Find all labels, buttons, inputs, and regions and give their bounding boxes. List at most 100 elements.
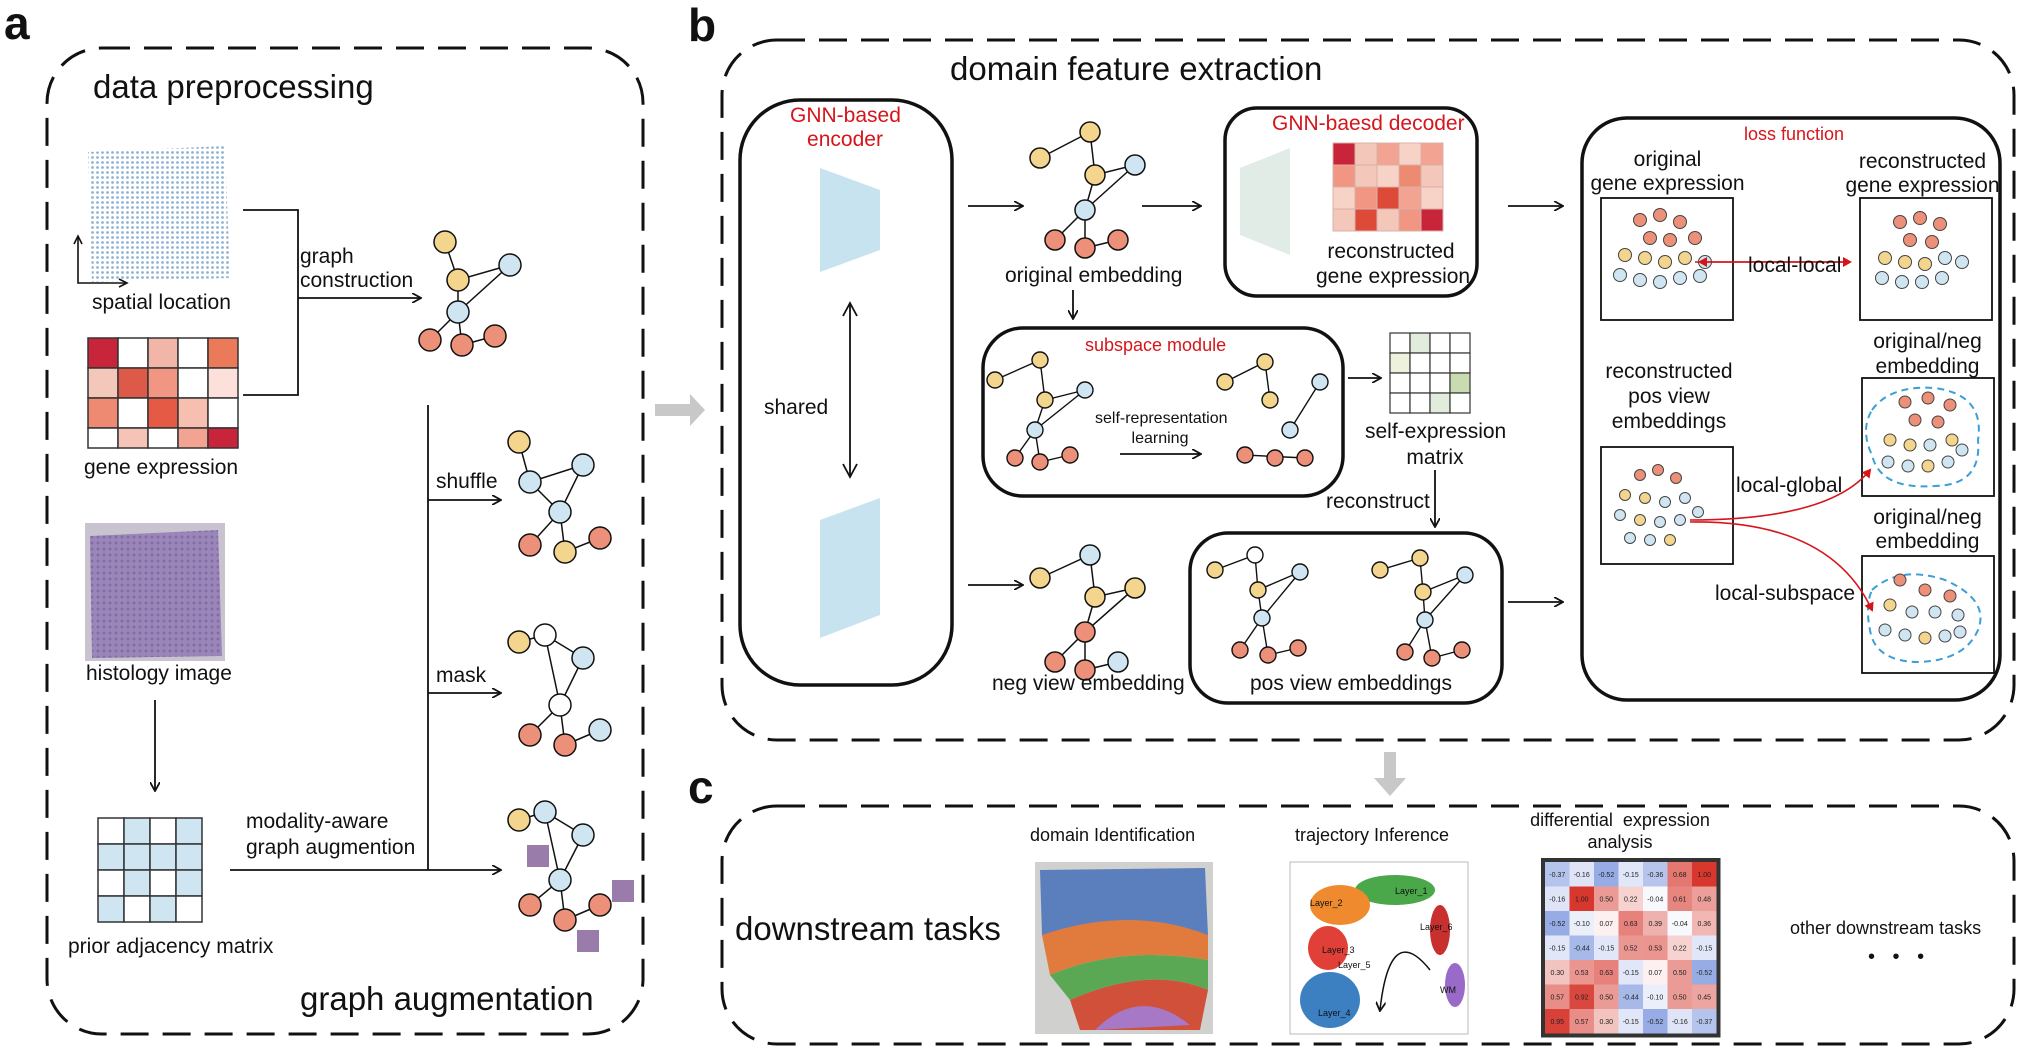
heatmap-cell (1569, 911, 1594, 936)
heatmap-cell-label: -0.16 (1549, 896, 1565, 903)
heatmap-cell-label: 0.50 (1599, 896, 1613, 903)
heatmap-cell (1545, 935, 1570, 960)
encoder-top-shape (820, 168, 880, 272)
heatmap-cell (1594, 862, 1619, 887)
subspace-output-graph (1216, 353, 1329, 467)
shuffle-label: shuffle (436, 470, 498, 493)
heatmap-cell-label: 1.00 (1697, 872, 1711, 879)
heatmap-cell-label: 0.95 (1550, 1019, 1564, 1026)
heatmap-cell-label: 0.61 (1673, 896, 1687, 903)
shared-arrow (842, 301, 858, 479)
mask-label: mask (436, 664, 487, 687)
heatmap-cell-label: 0.07 (1599, 921, 1613, 928)
reconstructed-gene-heatmap (1332, 142, 1444, 232)
loss-function-box (1580, 116, 2002, 702)
orig-neg-1-label-2: embedding (1875, 355, 1980, 378)
heatmap-cell-label: -0.44 (1574, 945, 1590, 952)
orig-neg-plot-2 (1861, 555, 1995, 674)
graph-construction-label-1: graph (300, 245, 354, 268)
pos-view-graph-2 (1371, 549, 1474, 667)
modality-augmented-graph (507, 800, 634, 952)
neg-view-label: neg view embedding (992, 672, 1185, 695)
loss-red-arrows (1689, 257, 1874, 612)
heatmap-cell (1569, 960, 1594, 985)
panel-b-border (720, 38, 2016, 742)
gene-expression-heatmap (87, 337, 239, 449)
heatmap-cell-label: -0.04 (1672, 921, 1688, 928)
heatmap-cell (1569, 935, 1594, 960)
heatmap-cell (1569, 984, 1594, 1009)
heatmap-cell (1618, 960, 1643, 985)
layer-label-1: Layer_1 (1395, 886, 1428, 896)
layer-label-4: Layer_4 (1318, 1008, 1351, 1018)
heatmap-cell-label: -0.15 (1623, 872, 1639, 879)
heatmap-cell (1594, 935, 1619, 960)
heatmap-cell-label: 1.00 (1575, 896, 1589, 903)
decoder-box (1223, 106, 1479, 298)
other-tasks-label: other downstream tasks (1790, 918, 1982, 938)
heatmap-cell-label: -0.52 (1598, 872, 1614, 879)
decoder-label: GNN-baesd decoder (1272, 112, 1465, 135)
heatmap-cell-label: -0.36 (1647, 872, 1663, 879)
heatmap-cell (1667, 935, 1692, 960)
heatmap-cell (1545, 984, 1570, 1009)
heatmap-cell (1692, 984, 1717, 1009)
heatmap-cell-label: 0.30 (1599, 1019, 1613, 1026)
heatmap-cell-label: -0.37 (1696, 1019, 1712, 1026)
heatmap-cell-label: 0.53 (1648, 945, 1662, 952)
heatmap-cell (1594, 960, 1619, 985)
constructed-graph (418, 230, 522, 357)
trajectory-inference-image (1289, 861, 1469, 1035)
masked-graph (507, 623, 612, 757)
domain-feature-extraction-title: domain feature extraction (950, 50, 1323, 87)
heatmap-cell-label: 0.50 (1599, 994, 1613, 1001)
original-embedding-graph (1029, 121, 1146, 259)
heatmap-cell (1692, 886, 1717, 911)
heatmap-cell-label: -0.44 (1623, 994, 1639, 1001)
spatial-location-image (73, 146, 230, 288)
panel-b-arrows (968, 206, 1562, 602)
diff-expr-label-2: analysis (1587, 832, 1653, 852)
domain-identification-label: domain Identification (1030, 825, 1196, 845)
orig-neg-1-label-1: original/neg (1873, 330, 1982, 353)
shared-label: shared (764, 396, 829, 419)
heatmap-cell-label: 0.30 (1550, 970, 1564, 977)
heatmap-cell-label: -0.15 (1623, 1019, 1639, 1026)
heatmap-cell-label: -0.04 (1647, 896, 1663, 903)
loss-orig-gene-label-1: original (1633, 148, 1702, 171)
loss-function-title: loss function (1744, 124, 1845, 144)
heatmap-cell (1692, 1009, 1717, 1034)
heatmap-cell (1569, 862, 1594, 887)
heatmap-cell-label: -0.16 (1672, 1019, 1688, 1026)
heatmap-cell-label: -0.52 (1549, 921, 1565, 928)
decoder-recon-label-2: gene expression (1316, 265, 1471, 288)
heatmap-cell (1692, 862, 1717, 887)
prior-adjacency-label: prior adjacency matrix (68, 935, 274, 958)
heatmap-cell (1545, 960, 1570, 985)
heatmap-cell (1618, 935, 1643, 960)
loss-orig-gene-label-2: gene expression (1590, 172, 1745, 195)
heatmap-cell-label: -0.37 (1549, 872, 1565, 879)
heatmap-cell (1569, 886, 1594, 911)
subspace-module-label: subspace module (1085, 335, 1227, 355)
heatmap-cell-label: 0.68 (1673, 872, 1687, 879)
local-subspace-label: local-subspace (1715, 582, 1856, 605)
heatmap-cell (1667, 960, 1692, 985)
layer-label-wm: WM (1440, 985, 1456, 995)
panel-a-letter: a (4, 0, 30, 49)
heatmap-cell-label: 0.57 (1575, 1019, 1589, 1026)
heatmap-cell-label: -0.15 (1549, 945, 1565, 952)
heatmap-cell (1594, 886, 1619, 911)
gray-arrow-a-to-b (655, 394, 705, 426)
data-preprocessing-title: data preprocessing (93, 68, 374, 105)
heatmap-cell (1692, 911, 1717, 936)
loss-recon-gene-label-1: reconstructed (1858, 150, 1987, 173)
pos-view-box (1188, 531, 1504, 705)
decoder-recon-label-1: reconstructed (1327, 240, 1455, 263)
heatmap-cell-label: 0.57 (1550, 994, 1564, 1001)
heatmap-cell (1692, 935, 1717, 960)
modality-aware-label-1: modality-aware (246, 810, 389, 833)
heatmap-cell (1692, 960, 1717, 985)
heatmap-cell (1594, 911, 1619, 936)
